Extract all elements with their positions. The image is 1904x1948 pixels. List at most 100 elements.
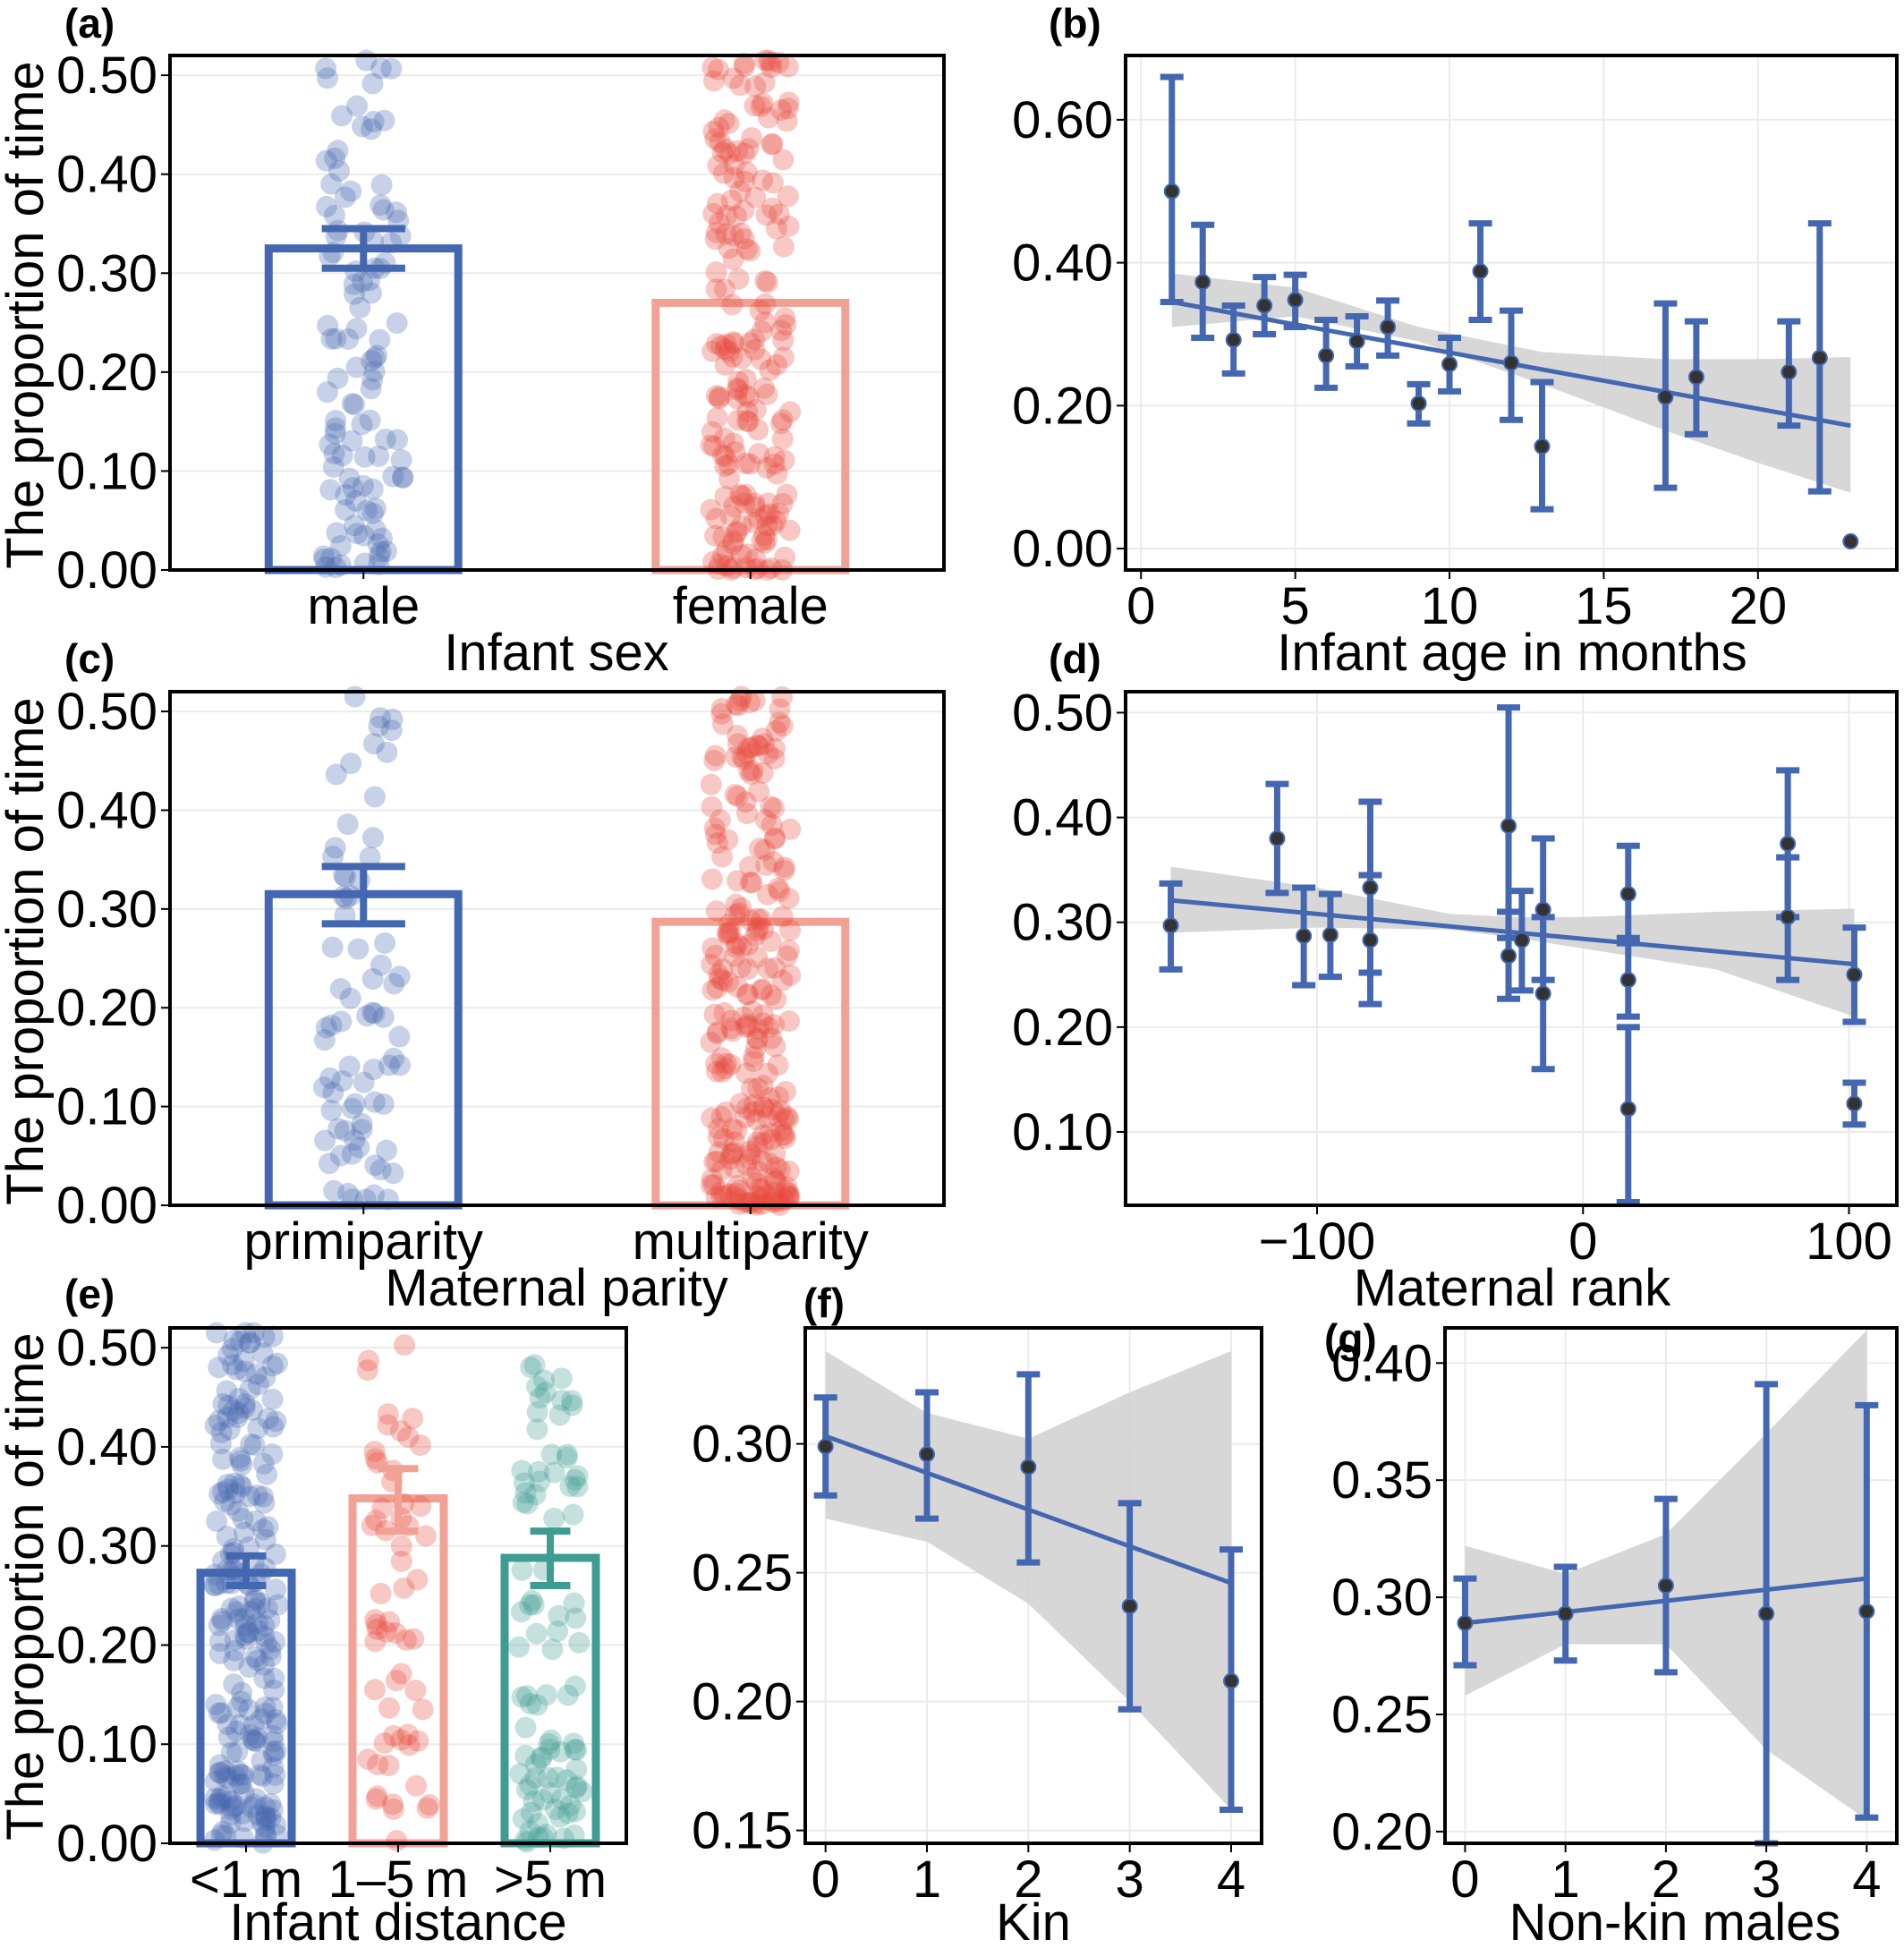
jitter-point	[327, 140, 349, 162]
jitter-point	[744, 399, 767, 421]
jitter-point	[774, 1127, 796, 1150]
jitter-point	[370, 57, 392, 80]
jitter-point	[418, 1793, 440, 1816]
jitter-point	[253, 1326, 276, 1348]
jitter-point	[774, 1179, 796, 1202]
jitter-point	[738, 1148, 761, 1170]
jitter-point	[541, 1638, 564, 1661]
jitter-point	[736, 543, 759, 566]
jitter-point	[770, 99, 793, 122]
jitter-point	[744, 75, 767, 98]
jitter-point	[729, 957, 752, 979]
jitter-point	[768, 1085, 790, 1108]
jitter-point	[703, 817, 726, 839]
ytick-label: 0.30	[1012, 894, 1113, 952]
jitter-point	[571, 1781, 593, 1803]
jitter-point	[746, 734, 769, 756]
jitter-point	[326, 522, 348, 544]
jitter-point	[763, 1014, 786, 1036]
jitter-point	[344, 1129, 366, 1152]
jitter-point	[721, 1143, 744, 1165]
data-point	[1121, 1598, 1138, 1615]
jitter-point	[737, 1016, 760, 1038]
jitter-point	[376, 741, 398, 763]
jitter-point	[363, 1091, 386, 1113]
jitter-point	[223, 1649, 245, 1672]
jitter-point	[767, 1106, 789, 1128]
jitter-point	[366, 1618, 388, 1640]
ytick-label: 0.40	[56, 146, 157, 204]
jitter-point	[763, 446, 786, 468]
jitter-point	[550, 1367, 573, 1390]
jitter-point	[744, 328, 766, 351]
jitter-point	[743, 1051, 765, 1073]
data-point	[1472, 263, 1489, 280]
jitter-point	[701, 1107, 723, 1129]
jitter-point	[322, 455, 344, 478]
jitter-point	[565, 1739, 588, 1761]
data-point	[1781, 363, 1798, 380]
jitter-point	[212, 1448, 234, 1470]
jitter-point	[778, 1186, 801, 1208]
jitter-point	[765, 1170, 787, 1192]
jitter-point	[722, 532, 744, 555]
jitter-point	[521, 1589, 543, 1612]
jitter-point	[771, 492, 794, 515]
jitter-point	[217, 1344, 240, 1366]
jitter-point	[763, 828, 786, 850]
jitter-point	[363, 1002, 386, 1025]
jitter-point	[744, 492, 766, 515]
jitter-point	[700, 434, 722, 456]
jitter-point	[772, 149, 795, 171]
jitter-point	[779, 964, 802, 986]
jitter-point	[228, 1595, 251, 1617]
jitter-point	[750, 348, 772, 370]
jitter-point	[259, 1792, 282, 1815]
jitter-point	[513, 1472, 535, 1494]
jitter-point	[263, 1679, 285, 1701]
jitter-point	[768, 52, 790, 74]
jitter-point	[755, 529, 778, 551]
jitter-point	[228, 1447, 251, 1469]
jitter-point	[744, 496, 766, 518]
jitter-point	[706, 192, 728, 215]
data-point	[1322, 926, 1339, 943]
jitter-point	[262, 1416, 285, 1438]
jitter-point	[565, 1607, 587, 1629]
jitter-point	[230, 1773, 252, 1795]
jitter-point	[735, 557, 758, 579]
jitter-point	[319, 479, 342, 501]
jitter-point	[327, 1118, 350, 1140]
jitter-point	[767, 877, 789, 899]
jitter-point	[232, 1764, 254, 1786]
jitter-point	[769, 1159, 791, 1181]
jitter-point	[778, 1010, 800, 1033]
jitter-point	[362, 1059, 385, 1081]
jitter-point	[315, 195, 337, 217]
jitter-point	[229, 1331, 251, 1353]
jitter-point	[208, 1788, 231, 1810]
jitter-point	[750, 908, 772, 931]
jitter-point	[715, 1052, 737, 1075]
jitter-point	[251, 1749, 273, 1772]
jitter-point	[775, 313, 797, 336]
confidence-band	[1171, 273, 1851, 493]
jitter-point	[711, 713, 734, 736]
jitter-point	[233, 1350, 255, 1373]
jitter-point	[756, 883, 778, 906]
ytick-label: 0.20	[1012, 377, 1113, 435]
jitter-point	[225, 1482, 247, 1504]
panel-f: (f) Kin 0.15 0.20 0.25 0.30 0 1 2 3 4	[692, 1280, 1263, 1948]
data-point	[1811, 349, 1828, 366]
jitter-point	[322, 1082, 344, 1104]
jitter-point	[313, 1029, 336, 1051]
jitter-point	[777, 185, 799, 208]
jitter-point	[255, 1806, 277, 1828]
jitter-point	[779, 818, 802, 840]
jitter-point	[251, 1765, 274, 1788]
jitter-point	[744, 924, 767, 947]
jitter-point	[752, 1004, 774, 1026]
jitter-point	[368, 545, 390, 567]
jitter-point	[551, 1390, 574, 1412]
jitter-point	[730, 347, 752, 370]
